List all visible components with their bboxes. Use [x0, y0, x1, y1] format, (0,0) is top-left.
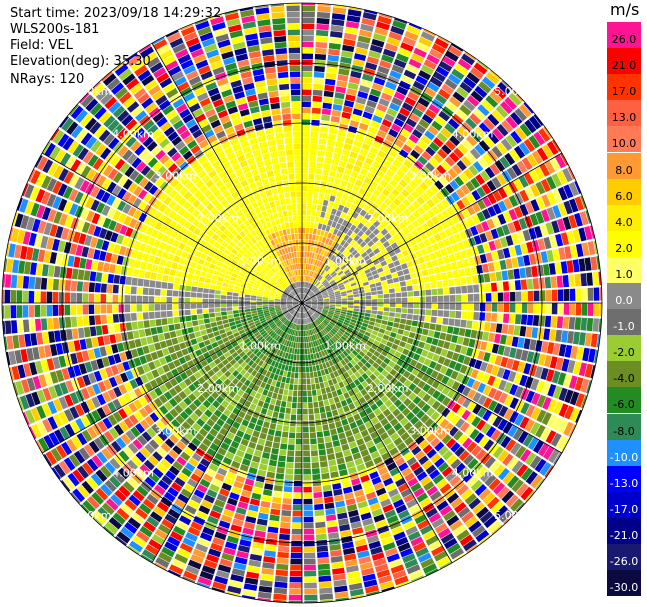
colorbar-level: 1.0 — [607, 256, 641, 283]
colorbar-level: 0.0 — [607, 283, 641, 310]
range-ring-label: 1.00km — [240, 339, 282, 352]
radial-velocity-rays — [2, 3, 602, 603]
field-label: Field: VEL — [10, 38, 73, 53]
start-time-label: Start time: 2023/09/18 14:29:32 — [10, 6, 222, 21]
range-ring-label: 5.00km — [494, 85, 536, 98]
range-ring-label: 3.00km — [409, 170, 451, 183]
azimuth-spokes — [2, 3, 602, 603]
range-ring-label: 1.00km — [240, 255, 282, 268]
colorbar-level: 21.0 — [607, 48, 641, 75]
range-ring-label: 2.00km — [197, 212, 239, 225]
range-ring-label: 4.00km — [452, 467, 494, 480]
range-ring-label: 2.00km — [197, 382, 239, 395]
range-ring-label: 3.00km — [155, 170, 197, 183]
colorbar-level: -13.0 — [607, 465, 641, 492]
colorbar-level: 26.0 — [607, 22, 641, 49]
range-ring-label: 4.00km — [112, 467, 154, 480]
azimuth-spoke — [151, 302, 303, 564]
colorbar-level: -21.0 — [607, 517, 641, 544]
nrays-label: NRays: 120 — [10, 72, 85, 87]
colorbar-level: 4.0 — [607, 204, 641, 231]
azimuth-spoke — [301, 302, 563, 454]
colorbar-level: 6.0 — [607, 178, 641, 205]
colorbar-level: 17.0 — [607, 74, 641, 101]
elevation-label: Elevation(deg): 35.30 — [10, 54, 151, 69]
colorbar-level: -6.0 — [607, 387, 641, 414]
velocity-colorbar: 26.0 21.0 17.0 13.0 10.0 8.0 6.0 4.0 2.0 1.0 0.0 -1… — [607, 0, 647, 607]
colorbar-level: 2.0 — [607, 230, 641, 257]
colorbar-level: 10.0 — [607, 126, 641, 153]
azimuth-spoke — [301, 42, 453, 304]
colorbar-level: -17.0 — [607, 491, 641, 518]
range-ring-label: 1.00km — [324, 255, 366, 268]
colorbar-level: -2.0 — [607, 335, 641, 362]
colorbar-level: -8.0 — [607, 413, 641, 440]
colorbar-unit: m/s — [610, 0, 640, 19]
range-ring-label: 5.00km — [70, 509, 112, 522]
colorbar-level: -30.0 — [607, 570, 641, 597]
colorbar-level: -4.0 — [607, 361, 641, 388]
colorbar-level: -1.0 — [607, 309, 641, 336]
range-ring-label: 1.00km — [324, 339, 366, 352]
azimuth-spoke — [41, 302, 303, 454]
colorbar-level: -26.0 — [607, 544, 641, 571]
colorbar-level: -10.0 — [607, 439, 641, 466]
azimuth-spoke — [301, 302, 453, 564]
azimuth-spoke — [151, 42, 303, 304]
range-ring-label: 2.00km — [367, 212, 409, 225]
instrument-label: WLS200s-181 — [10, 22, 100, 37]
colorbar-level: 8.0 — [607, 152, 641, 179]
ppi-velocity-plot: 1.00km 1.00km 1.00km 1.00km 2.00km 2.00km 2.00… — [1, 2, 603, 604]
range-ring-label: 4.00km — [452, 127, 494, 140]
range-ring-label: 5.00km — [70, 85, 112, 98]
colorbar-level: 13.0 — [607, 100, 641, 127]
range-ring-label: 5.00km — [494, 509, 536, 522]
range-ring-label: 4.00km — [112, 127, 154, 140]
azimuth-spoke — [301, 152, 563, 304]
range-ring-label: 3.00km — [409, 424, 451, 437]
azimuth-spoke — [41, 152, 303, 304]
range-ring-label: 2.00km — [367, 382, 409, 395]
range-ring-labels: 1.00km 1.00km 1.00km 1.00km 2.00km 2.00km 2.00… — [70, 85, 536, 522]
range-ring-label: 3.00km — [155, 424, 197, 437]
